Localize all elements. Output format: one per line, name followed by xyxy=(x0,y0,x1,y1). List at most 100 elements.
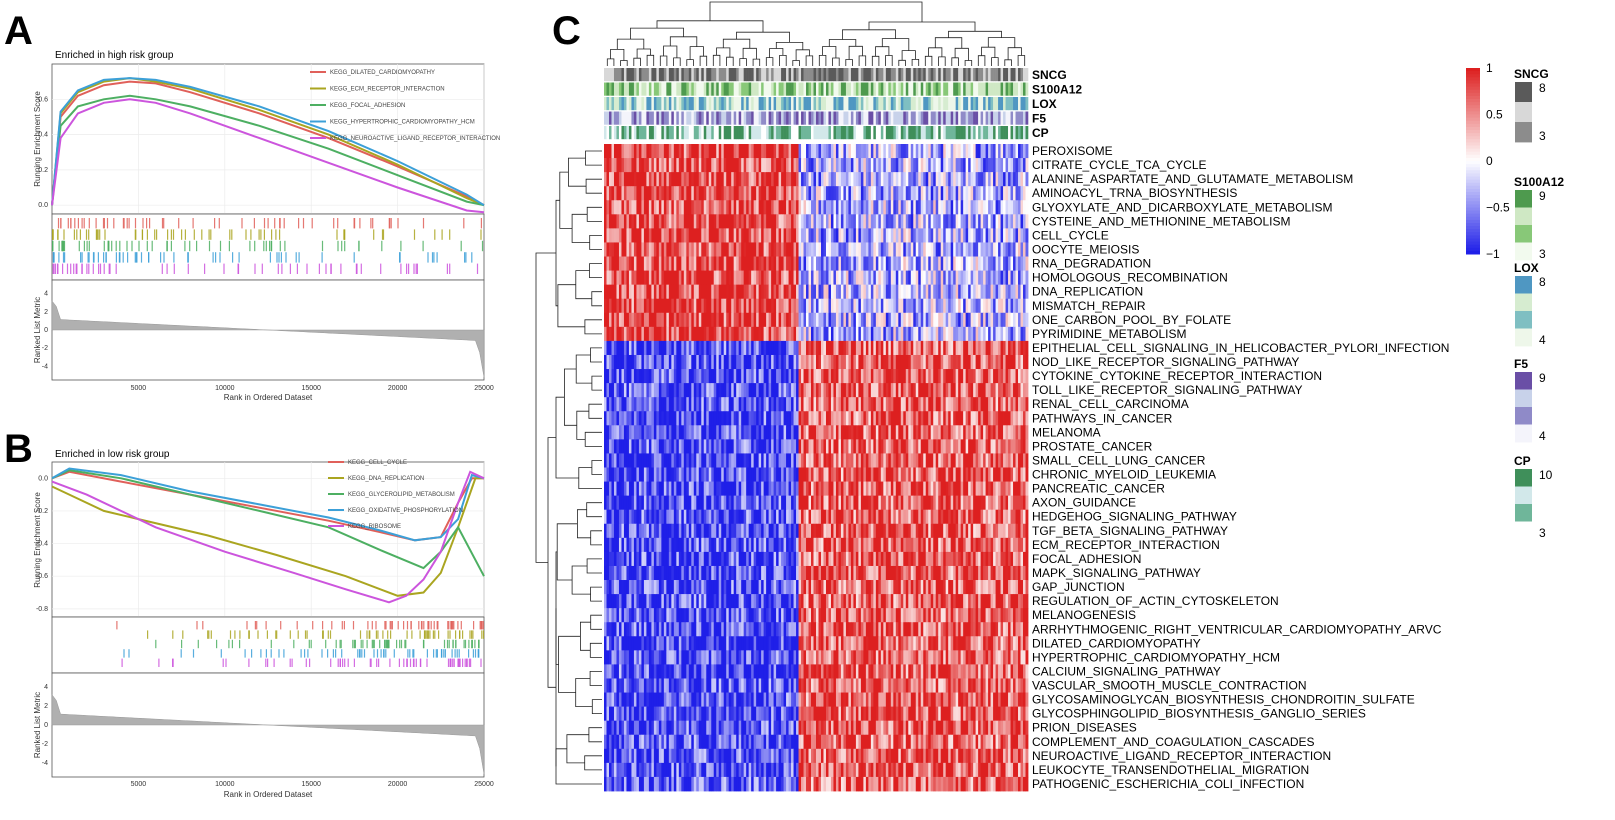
hit-tick xyxy=(325,263,327,274)
annotation-cell xyxy=(818,126,822,140)
annotation-cell xyxy=(863,68,867,82)
heat-cell xyxy=(666,200,670,215)
heat-cell xyxy=(703,340,707,356)
annotation-cell xyxy=(731,126,734,140)
heat-cell xyxy=(636,340,640,356)
heat-cell xyxy=(988,214,991,229)
heat-cell xyxy=(686,242,690,257)
heat-cell xyxy=(711,312,715,328)
heat-cell xyxy=(806,228,809,243)
heat-cell xyxy=(858,172,862,187)
annotation-cell xyxy=(733,126,737,140)
heat-cell xyxy=(895,340,899,356)
heat-cell xyxy=(963,270,967,286)
annotation-cell xyxy=(970,82,974,96)
annotation-cell xyxy=(1013,126,1016,140)
hit-tick xyxy=(269,240,271,252)
heat-cell xyxy=(910,228,914,243)
heat-cell xyxy=(913,383,917,398)
heat-cell xyxy=(908,397,912,412)
heat-cell xyxy=(950,411,954,426)
heat-cell xyxy=(623,326,627,342)
heat-cell xyxy=(868,256,872,271)
heat-cell xyxy=(616,369,620,384)
heat-cell xyxy=(656,312,660,328)
annotation-cell xyxy=(806,82,809,96)
annotation-cell xyxy=(953,97,956,111)
heat-cell xyxy=(788,298,792,314)
heat-cell xyxy=(948,284,952,300)
heat-cell xyxy=(743,312,747,328)
annotation-cell xyxy=(1000,126,1004,140)
heat-cell xyxy=(731,411,735,426)
heat-cell xyxy=(985,172,989,187)
heat-cell xyxy=(803,312,807,328)
hit-tick xyxy=(447,621,449,630)
column-dendrogram-branch xyxy=(659,55,668,66)
heat-cell xyxy=(616,397,620,412)
heat-cell xyxy=(1015,284,1019,300)
heat-cell xyxy=(638,298,642,314)
heat-cell xyxy=(978,397,982,412)
heat-cell xyxy=(948,312,952,328)
heat-cell xyxy=(713,397,717,412)
heat-cell xyxy=(895,411,899,426)
heat-cell xyxy=(801,228,804,243)
annotation-cell xyxy=(828,97,832,111)
heat-cell xyxy=(978,369,982,384)
heat-cell xyxy=(691,340,695,356)
heat-cell xyxy=(813,411,817,426)
heat-cell xyxy=(910,397,914,412)
row-dendrogram-branch xyxy=(555,551,559,665)
heat-cell xyxy=(736,256,740,271)
heat-cell xyxy=(920,298,924,314)
heat-cell xyxy=(683,144,687,159)
column-dendrogram-branch xyxy=(716,47,731,58)
heat-cell xyxy=(945,411,949,426)
annotation-cell xyxy=(855,82,859,96)
heat-cell xyxy=(898,144,902,159)
hit-tick xyxy=(427,630,429,639)
heat-cell xyxy=(793,144,797,159)
heat-cell xyxy=(661,172,665,187)
heat-cell xyxy=(1005,340,1009,356)
annotation-cell xyxy=(998,68,1001,82)
heat-cell xyxy=(771,270,774,286)
heat-cell xyxy=(930,326,934,342)
heat-cell xyxy=(726,397,730,412)
annotation-cell xyxy=(613,111,617,125)
heat-cell xyxy=(801,298,804,314)
heat-cell xyxy=(696,242,700,257)
heat-cell xyxy=(763,298,767,314)
heat-cell xyxy=(693,200,697,215)
hit-tick xyxy=(138,240,140,252)
heat-cell xyxy=(813,397,817,412)
heat-cell xyxy=(776,228,779,243)
heat-cell xyxy=(908,298,912,314)
heat-cell xyxy=(723,270,727,286)
heat-cell xyxy=(801,354,804,370)
column-dendrogram-branch xyxy=(742,47,757,60)
hit-tick xyxy=(431,252,434,263)
annotation-cell xyxy=(988,111,991,125)
heat-cell xyxy=(988,298,991,314)
heat-cell xyxy=(673,270,677,286)
heat-cell xyxy=(878,383,882,398)
heat-cell xyxy=(993,186,996,201)
hit-tick xyxy=(107,240,109,252)
heat-cell xyxy=(738,228,742,243)
heat-cell xyxy=(606,354,610,370)
heat-cell xyxy=(893,383,897,398)
heat-cell xyxy=(978,186,982,201)
heat-cell xyxy=(835,369,839,384)
heat-cell xyxy=(661,369,665,384)
heat-cell xyxy=(606,326,610,342)
heat-cell xyxy=(923,312,927,328)
heat-cell xyxy=(1015,270,1019,286)
heat-cell xyxy=(638,256,642,271)
legend-label: KEGG_DNA_REPLICATION xyxy=(348,476,424,482)
heat-cell xyxy=(1020,158,1024,173)
heat-cell xyxy=(963,144,967,159)
heat-cell xyxy=(761,284,765,300)
hit-tick xyxy=(62,240,64,252)
